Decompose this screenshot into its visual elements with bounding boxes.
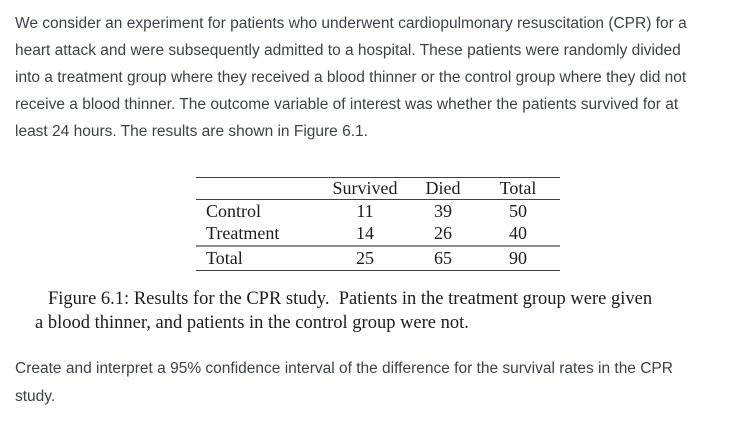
cell-treatment-died: 26 — [434, 223, 452, 243]
cell-treatment-survived: 14 — [356, 223, 374, 243]
intro-line-1: We consider an experiment for patients w… — [15, 15, 687, 32]
cell-total-total: 90 — [509, 247, 527, 268]
results-table-container: Survived Died Total Control 11 39 50 Tre… — [196, 177, 560, 271]
caption-line-1: Figure 6.1: Results for the CPR study. P… — [48, 289, 653, 309]
row-label-treatment: Treatment — [206, 223, 280, 243]
cell-total-died: 65 — [434, 247, 452, 268]
cell-control-total: 50 — [509, 200, 527, 221]
intro-line-3: into a treatment group where they receiv… — [15, 69, 687, 86]
intro-paragraph: We consider an experiment for patients w… — [15, 10, 687, 145]
intro-line-2: heart attack and were subsequently admit… — [15, 42, 681, 59]
intro-line-5: least 24 hours. The results are shown in… — [15, 123, 368, 140]
figure-caption: Figure 6.1: Results for the CPR study. P… — [35, 287, 730, 335]
results-table: Survived Died Total Control 11 39 50 Tre… — [196, 177, 560, 271]
table-row-total: Total 25 65 90 — [196, 245, 560, 271]
cell-total-survived: 25 — [356, 247, 374, 268]
col-header-total: Total — [499, 178, 537, 198]
table-header-row: Survived Died Total — [196, 178, 560, 200]
question-paragraph: Create and interpret a 95% confidence in… — [15, 355, 673, 411]
table-row-control: Control 11 39 50 — [196, 200, 560, 223]
col-header-survived: Survived — [332, 178, 398, 198]
intro-line-4: receive a blood thinner. The outcome var… — [15, 96, 679, 113]
cell-treatment-total: 40 — [509, 223, 527, 243]
row-label-control: Control — [206, 200, 262, 221]
cell-control-died: 39 — [434, 200, 452, 221]
corner-cell — [196, 178, 320, 200]
table-row-treatment: Treatment 14 26 40 — [196, 223, 560, 246]
row-label-total: Total — [206, 247, 243, 268]
col-header-died: Died — [425, 178, 461, 198]
question-line-1: Create and interpret a 95% confidence in… — [15, 360, 673, 377]
question-line-2: study. — [15, 388, 56, 405]
caption-line-2: a blood thinner, and patients in the con… — [35, 313, 469, 333]
cell-control-survived: 11 — [356, 200, 374, 221]
